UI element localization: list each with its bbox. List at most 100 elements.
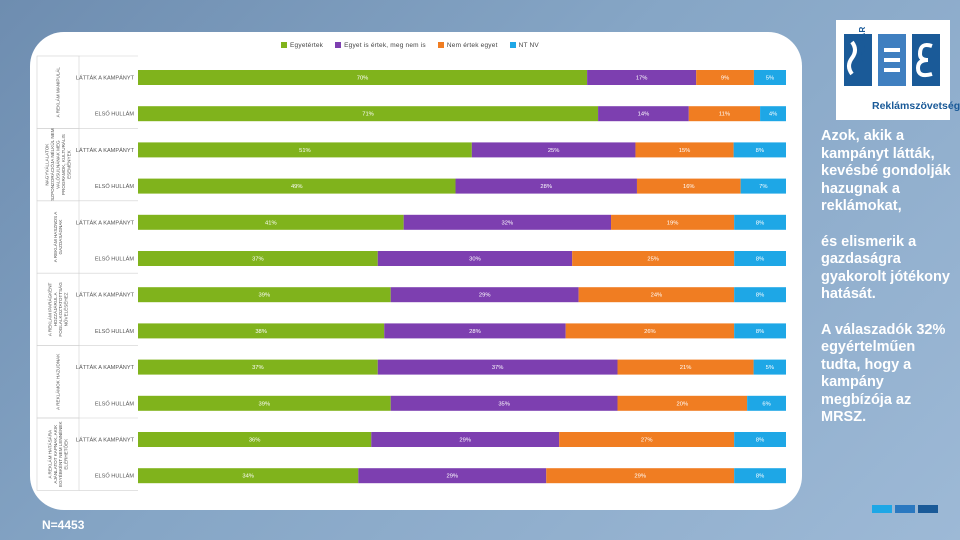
data-label: 15% xyxy=(679,148,691,154)
data-label: 34% xyxy=(242,474,254,480)
group-label: NAGYVÁLLALATOKSZPONZORÁCIÓJA NÉLKÜL NEMV… xyxy=(44,128,72,200)
data-label: 30% xyxy=(469,257,481,263)
legend-label-na: NT NV xyxy=(518,41,539,49)
data-label: 35% xyxy=(498,401,510,407)
data-label: 8% xyxy=(756,257,764,263)
data-label: 4% xyxy=(769,112,777,118)
legend-swatch-disagree xyxy=(437,42,444,48)
bar-segment xyxy=(734,468,786,484)
data-label: 39% xyxy=(259,401,271,407)
bar-segment xyxy=(572,251,735,266)
bar-segment xyxy=(635,142,734,158)
data-label: 29% xyxy=(634,474,646,480)
bar-segment xyxy=(455,178,637,194)
swatch-dark xyxy=(918,505,938,513)
data-label: 17% xyxy=(636,76,648,82)
data-label: 25% xyxy=(548,148,560,154)
logo-name: Reklámszövetség xyxy=(872,100,960,112)
data-label: 5% xyxy=(766,76,774,82)
bar-segment xyxy=(587,70,697,85)
swatch-light xyxy=(872,505,892,513)
data-label: 36% xyxy=(249,438,261,444)
bar-segment xyxy=(138,251,378,266)
group-label-box xyxy=(36,417,80,491)
bar-segment xyxy=(617,395,748,411)
legend-swatch-na xyxy=(509,42,516,48)
data-label: 27% xyxy=(641,438,653,444)
data-label: 5% xyxy=(766,365,774,371)
bar-segment xyxy=(377,359,618,375)
bar-segment xyxy=(565,323,735,339)
logo: MAGYAR Reklámszövetség xyxy=(836,20,960,120)
decorative-swatches xyxy=(872,505,938,513)
summary-paragraph-2: és elismerik a gazdaságra gyakorolt jóté… xyxy=(821,233,950,303)
legend-item-neutral: Egyet is értek, meg nem is xyxy=(335,42,426,49)
legend-label-neutral: Egyet is értek, meg nem is xyxy=(344,41,426,49)
data-label: 24% xyxy=(651,293,663,299)
bar-segment xyxy=(753,70,786,85)
data-label: 37% xyxy=(492,365,504,371)
data-label: 19% xyxy=(667,220,679,226)
data-label: 70% xyxy=(357,76,369,82)
data-label: 41% xyxy=(265,220,277,226)
legend-swatch-neutral xyxy=(335,42,342,48)
bar-segment xyxy=(138,178,456,194)
data-label: 8% xyxy=(756,293,764,299)
bar-segment xyxy=(740,178,786,194)
bar-segment xyxy=(636,178,741,194)
bar-segment xyxy=(559,432,735,447)
bar-segment xyxy=(390,287,579,303)
row-label: ELSŐ HULLÁM xyxy=(95,473,135,480)
data-label: 49% xyxy=(291,184,303,190)
reklamszovetseg-logo-icon xyxy=(844,34,940,86)
bar-segment xyxy=(546,468,735,484)
bar-segment xyxy=(138,323,385,339)
bar-segment xyxy=(734,251,786,266)
data-label: 8% xyxy=(756,220,764,226)
data-label: 29% xyxy=(459,438,471,444)
bar-segment xyxy=(688,106,761,122)
bar-segment xyxy=(733,142,786,158)
bar-segment xyxy=(598,106,689,122)
data-label: 71% xyxy=(362,112,374,118)
data-label: 8% xyxy=(756,474,764,480)
sample-size-label: N=4453 xyxy=(42,518,85,532)
bar-segment xyxy=(138,70,588,85)
data-label: 11% xyxy=(719,112,730,118)
bar-segment xyxy=(611,214,735,230)
data-label: 28% xyxy=(540,184,552,190)
data-label: 38% xyxy=(255,329,267,335)
data-label: 29% xyxy=(446,474,458,480)
data-label: 7% xyxy=(759,184,767,190)
summary-text: Azok, akik a kampányt látták, kevésbé go… xyxy=(821,128,951,445)
bar-segment xyxy=(760,106,786,122)
data-label: 8% xyxy=(756,148,764,154)
legend-item-agree: Egyetértek xyxy=(281,42,323,49)
bar-segment xyxy=(358,468,547,484)
group-label: A REKLÁM HASZNOS AGAZDASÁGNAK xyxy=(52,211,63,262)
data-label: 8% xyxy=(756,438,764,444)
row-label: ELSŐ HULLÁM xyxy=(95,111,135,118)
group-label: A REKLÁM HATÁSÁRAAJÁNLATOT KAPNAK, AKIKE… xyxy=(46,421,68,487)
row-label: ELSŐ HULLÁM xyxy=(95,400,135,407)
bar-segment xyxy=(377,251,573,266)
legend-swatch-agree xyxy=(281,42,288,48)
bar-segment xyxy=(138,432,372,447)
data-label: 25% xyxy=(647,257,659,263)
data-label: 8% xyxy=(756,329,764,335)
row-label: LÁTTÁK A KAMPÁNYT xyxy=(76,147,135,154)
bar-segment xyxy=(734,287,786,303)
row-label: LÁTTÁK A KAMPÁNYT xyxy=(76,437,135,444)
bar-segment xyxy=(371,432,560,447)
row-label: ELSŐ HULLÁM xyxy=(95,183,135,190)
group-label: A REKLÁM MANIPULÁL xyxy=(55,67,61,118)
row-label: LÁTTÁK A KAMPÁNYT xyxy=(76,219,135,226)
data-label: 6% xyxy=(762,401,770,407)
swatch-mid xyxy=(895,505,915,513)
bar-segment xyxy=(753,359,786,375)
data-label: 39% xyxy=(259,293,271,299)
bar-segment xyxy=(403,214,612,230)
row-label: LÁTTÁK A KAMPÁNYT xyxy=(76,364,135,371)
data-label: 37% xyxy=(252,257,264,263)
bar-segment xyxy=(138,214,404,230)
